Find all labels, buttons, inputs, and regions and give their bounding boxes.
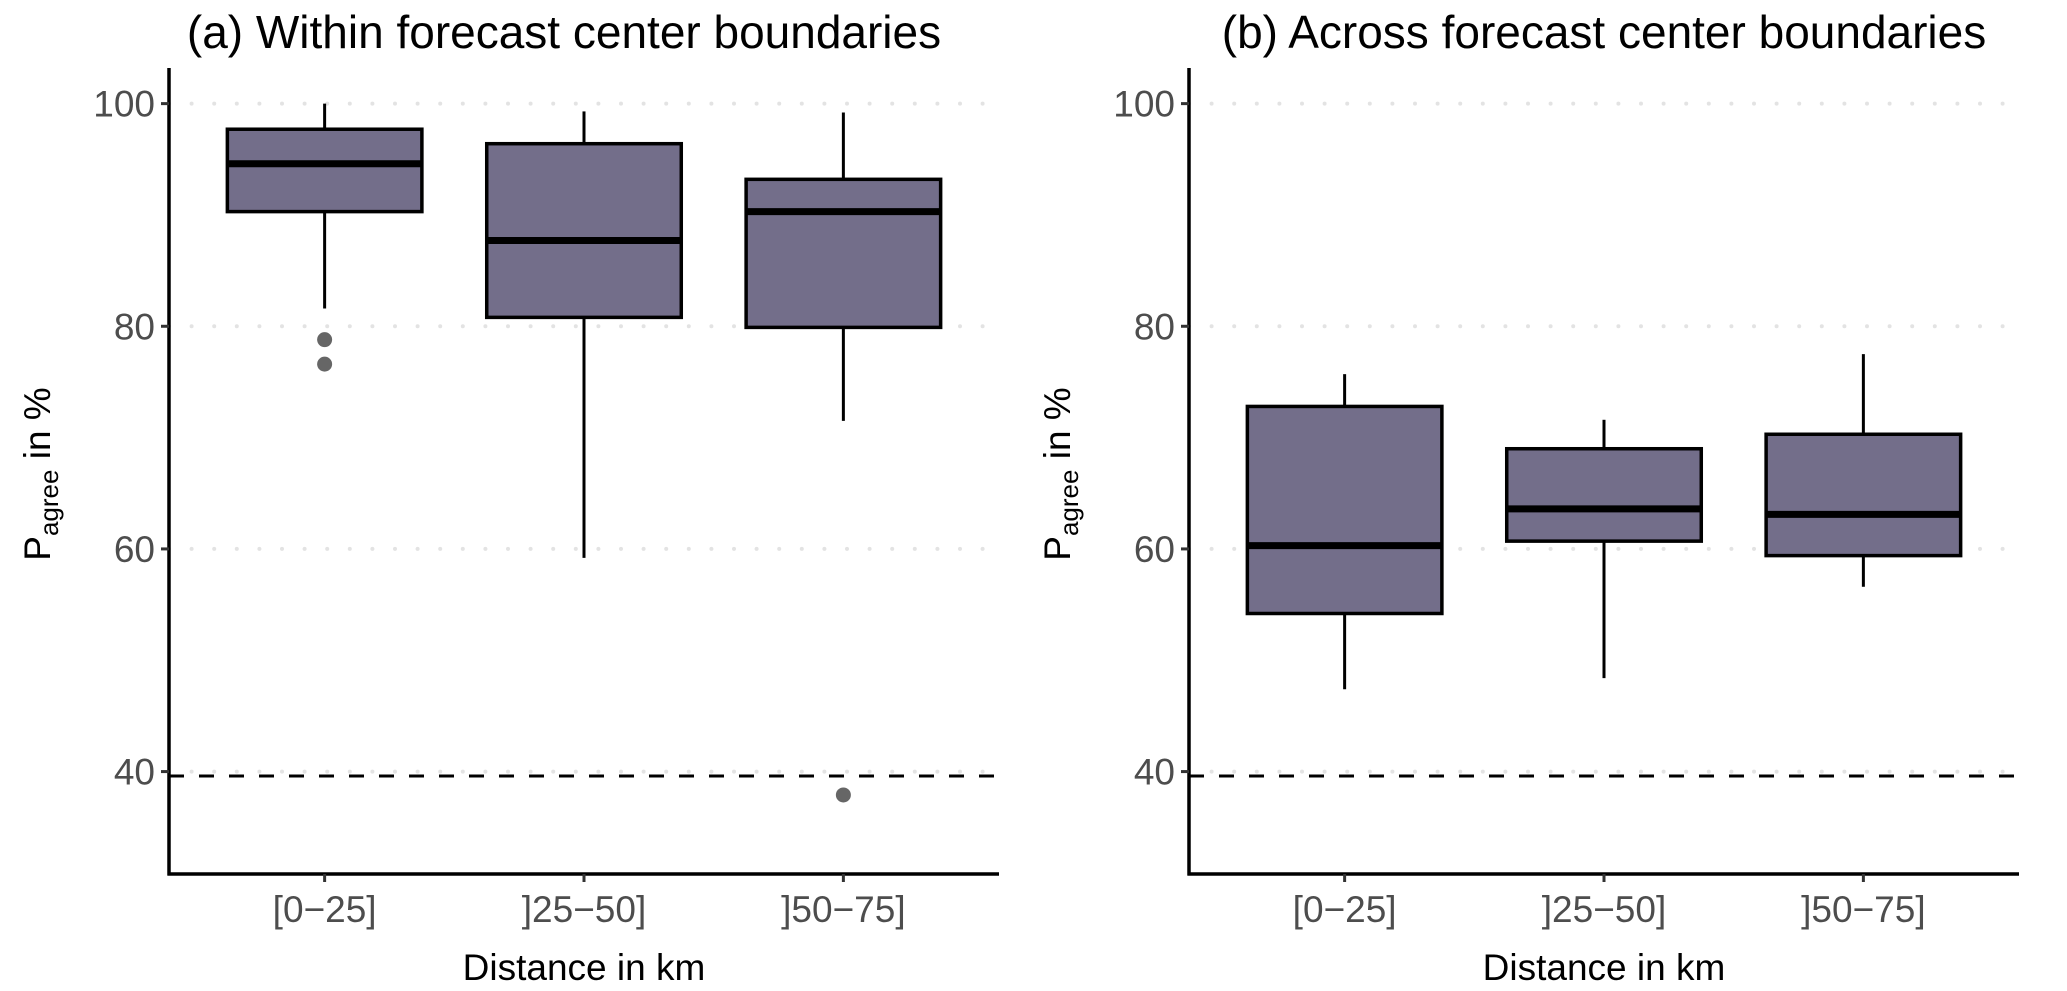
y-axis-title: Pagree in % [17, 387, 64, 560]
outlier-point [317, 332, 333, 348]
y-tick-label: 80 [114, 306, 155, 347]
y-tick-label: 60 [114, 529, 155, 570]
box-iqr [484, 141, 684, 320]
panel-b: (b) Across forecast center boundaries Di… [1037, 6, 2021, 988]
y-axis-title-subscript: agree [34, 470, 64, 537]
box-iqr [1764, 432, 1963, 558]
x-tick-label: [0−25] [273, 889, 377, 930]
y-tick-label: 60 [1134, 529, 1175, 570]
y-tick-label: 40 [1134, 752, 1175, 793]
x-axis-title: Distance in km [1483, 947, 1726, 988]
plot-area: 40 60 80 100 [0−25] ]25−50] ]50−75] [1113, 68, 2021, 930]
y-axis-title-main: P [1037, 536, 1078, 561]
y-tick-label: 100 [1113, 84, 1175, 125]
panel-title: (b) Across forecast center boundaries [1222, 6, 1986, 58]
x-axis-title: Distance in km [463, 947, 706, 988]
outlier-point [835, 787, 851, 803]
y-axis-title: Pagree in % [1037, 387, 1084, 560]
y-tick-label: 100 [93, 84, 155, 125]
y-tick-label: 40 [114, 752, 155, 793]
panel-a: (a) Within forecast center boundaries Di… [17, 6, 1001, 988]
y-tick-label: 80 [1134, 306, 1175, 347]
box-iqr [744, 177, 943, 330]
box-1 [225, 103, 424, 372]
plot-area: 40 60 80 100 [0−25] ]25−50] ]50−75] [93, 68, 1001, 930]
panel-title: (a) Within forecast center boundaries [187, 6, 941, 58]
box-2 [1504, 419, 1704, 679]
x-tick-label: ]25−50] [522, 889, 646, 930]
box-3 [744, 112, 943, 803]
y-axis-title-suffix: in % [17, 387, 58, 469]
x-tick-label: ]50−75] [1801, 889, 1925, 930]
x-tick-label: ]50−75] [781, 889, 905, 930]
box-3 [1764, 354, 1963, 587]
box-iqr [225, 127, 424, 214]
outlier-point [317, 356, 333, 372]
x-tick-label: [0−25] [1293, 889, 1397, 930]
box-iqr [1504, 446, 1704, 543]
x-tick-label: ]25−50] [1542, 889, 1666, 930]
box-2 [484, 111, 684, 558]
box-1 [1245, 374, 1444, 690]
box-iqr [1245, 404, 1444, 616]
y-axis-title-subscript: agree [1054, 470, 1084, 537]
y-axis-title-main: P [17, 536, 58, 561]
y-axis-title-suffix: in % [1037, 387, 1078, 469]
